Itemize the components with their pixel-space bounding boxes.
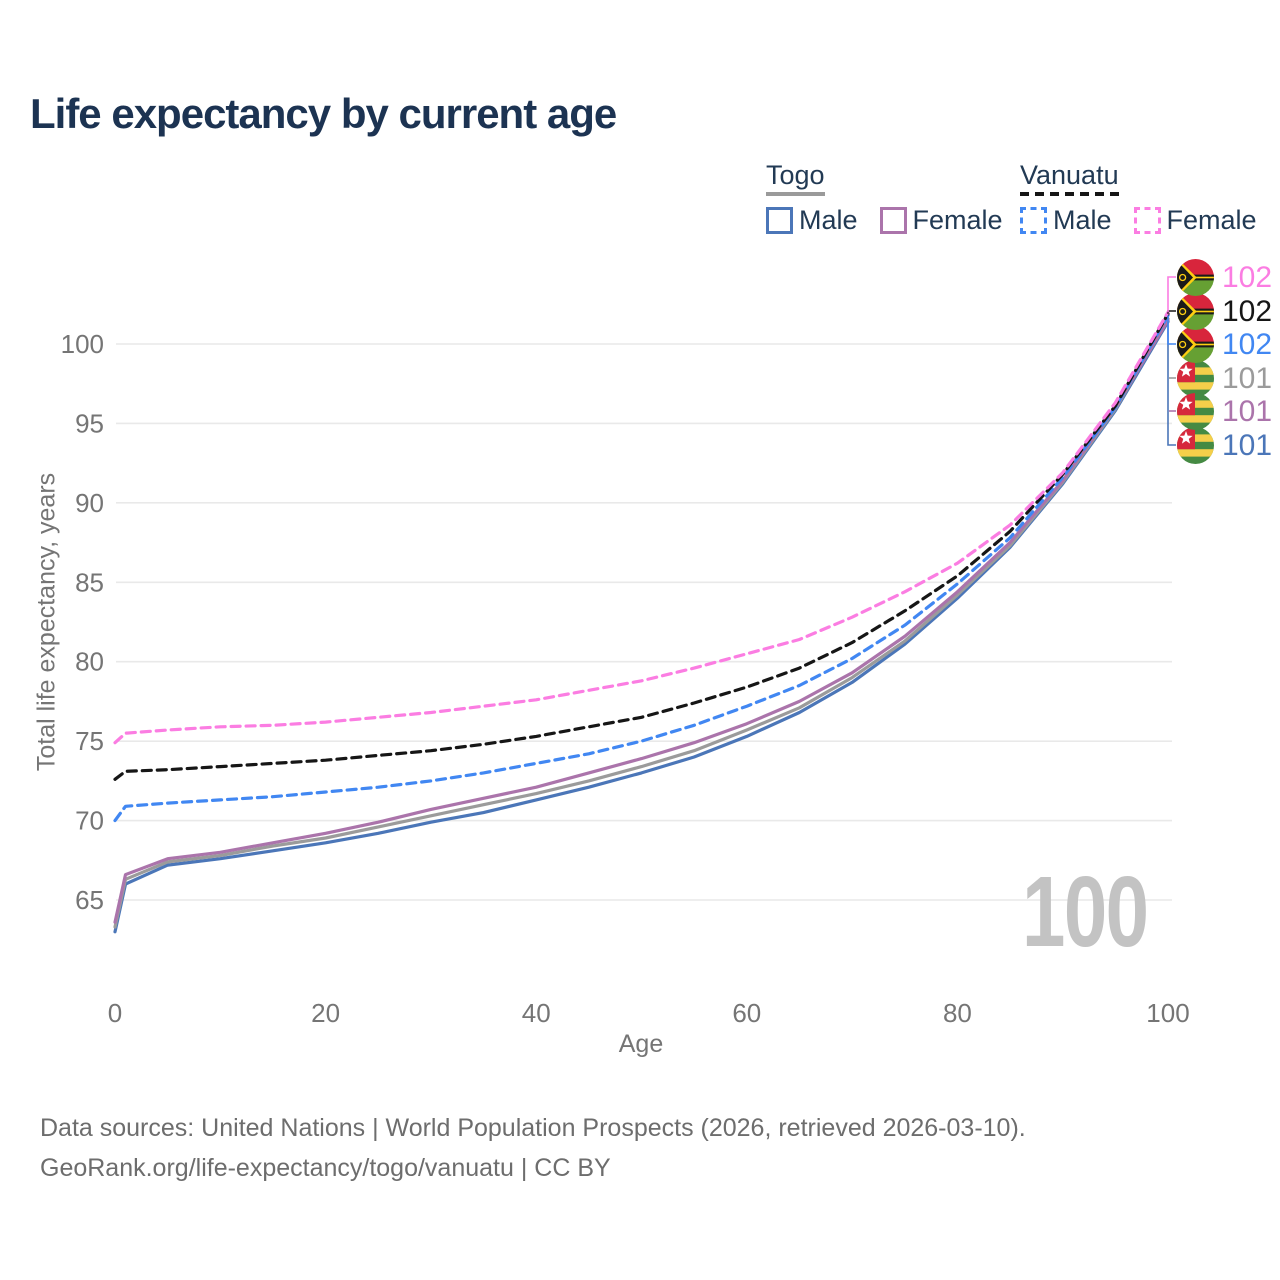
svg-text:95: 95 xyxy=(75,408,104,438)
series-end-label-vanuatu_female: 102 xyxy=(1177,259,1272,296)
togo-flag-icon xyxy=(1177,360,1214,397)
legend-country-vanuatu[interactable]: Vanuatu xyxy=(1020,160,1119,196)
svg-text:90: 90 xyxy=(75,488,104,518)
svg-text:100: 100 xyxy=(1146,998,1189,1028)
vanuatu-flag-icon xyxy=(1177,326,1214,363)
legend-item-label: Female xyxy=(1166,205,1257,235)
x-axis-title: Age xyxy=(618,1030,664,1058)
series-line-vanuatu_both[interactable] xyxy=(113,312,1170,781)
series-line-togo_female[interactable] xyxy=(113,318,1170,924)
end-value: 101 xyxy=(1222,395,1273,428)
end-value: 101 xyxy=(1222,362,1273,395)
legend-item-togo-female[interactable]: Female xyxy=(879,205,1003,236)
footer-line-1: Data sources: United Nations | World Pop… xyxy=(40,1114,1026,1142)
y-tick-labels: 65 70 75 80 85 90 95 100 xyxy=(61,329,104,915)
togo-flag-icon xyxy=(1177,427,1214,464)
series-end-label-vanuatu_both: 102 xyxy=(1177,293,1272,330)
vanuatu-flag-icon xyxy=(1177,293,1214,330)
watermark-age: 100 xyxy=(1022,856,1149,968)
svg-text:70: 70 xyxy=(75,806,104,836)
series-line-togo_male[interactable] xyxy=(113,320,1170,934)
svg-text:40: 40 xyxy=(522,998,551,1028)
x-tick-labels: 0 20 40 60 80 100 xyxy=(108,998,1190,1028)
footer-line-2: GeoRank.org/life-expectancy/togo/vanuatu… xyxy=(40,1154,611,1182)
legend-item-vanuatu-male[interactable]: Male xyxy=(1020,205,1112,236)
legend-country-label-togo: Togo xyxy=(766,160,825,190)
gridlines xyxy=(116,343,1172,901)
legend-item-label: Male xyxy=(799,205,858,235)
svg-text:85: 85 xyxy=(75,567,104,597)
svg-text:80: 80 xyxy=(943,998,972,1028)
series-end-label-togo_both: 101 xyxy=(1177,360,1272,397)
legend-item-label: Female xyxy=(912,205,1003,235)
series-line-vanuatu_male[interactable] xyxy=(113,313,1170,823)
end-value: 102 xyxy=(1222,295,1273,328)
svg-text:80: 80 xyxy=(75,647,104,677)
legend-underline-vanuatu xyxy=(1020,192,1119,196)
svg-text:60: 60 xyxy=(732,998,761,1028)
togo-flag-icon xyxy=(1177,393,1214,430)
legend-group-vanuatu: Vanuatu Male Female xyxy=(1020,160,1257,236)
series-end-label-togo_female: 101 xyxy=(1177,393,1272,430)
svg-text:75: 75 xyxy=(75,726,104,756)
series-line-togo_both[interactable] xyxy=(113,317,1170,929)
legend-country-label-vanuatu: Vanuatu xyxy=(1020,160,1119,190)
series-end-label-togo_male: 101 xyxy=(1177,427,1272,464)
svg-text:65: 65 xyxy=(75,885,104,915)
end-value: 101 xyxy=(1222,429,1273,462)
legend-swatch-togo-male xyxy=(766,207,793,234)
series-lines xyxy=(113,310,1170,934)
legend-item-togo-male[interactable]: Male xyxy=(766,205,858,236)
legend-group-togo: Togo Male Female xyxy=(766,160,1003,236)
end-value: 102 xyxy=(1222,328,1273,361)
legend-swatch-vanuatu-male xyxy=(1020,207,1047,234)
series-line-vanuatu_female[interactable] xyxy=(113,310,1170,745)
end-value: 102 xyxy=(1222,261,1273,294)
page-title: Life expectancy by current age xyxy=(30,90,617,137)
legend-item-label: Male xyxy=(1053,205,1112,235)
series-end-label-vanuatu_male: 102 xyxy=(1177,326,1272,363)
legend-country-togo[interactable]: Togo xyxy=(766,160,825,196)
svg-text:100: 100 xyxy=(61,329,104,359)
footer: Data sources: United Nations | World Pop… xyxy=(40,1108,1026,1188)
legend-item-vanuatu-female[interactable]: Female xyxy=(1133,205,1257,236)
y-axis-title: Total life expectancy, years xyxy=(32,472,61,772)
svg-text:20: 20 xyxy=(311,998,340,1028)
end-connectors xyxy=(1167,276,1176,446)
svg-text:0: 0 xyxy=(108,998,122,1028)
legend-underline-togo xyxy=(766,192,825,196)
vanuatu-flag-icon xyxy=(1177,259,1214,296)
legend-swatch-vanuatu-female xyxy=(1133,207,1161,234)
legend-swatch-togo-female xyxy=(879,207,907,234)
